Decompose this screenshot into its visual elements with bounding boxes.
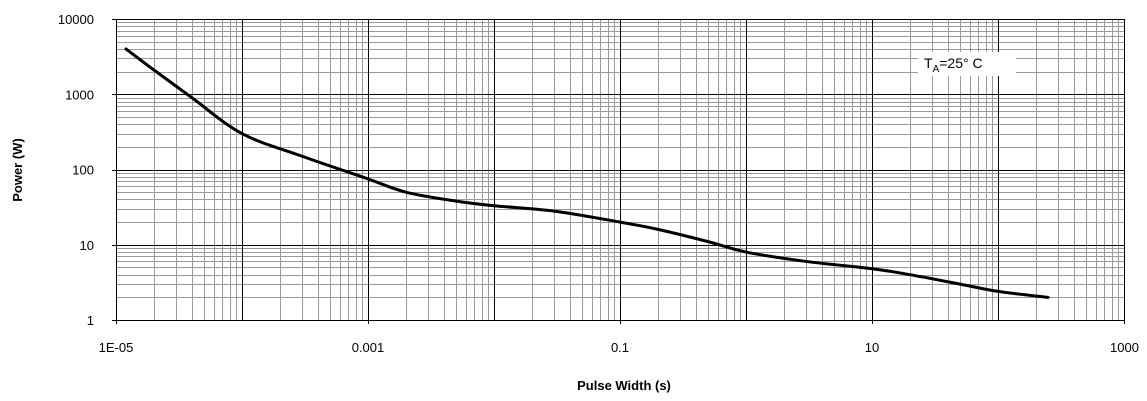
annotation-background [918,52,1016,76]
x-tick-label: 0.001 [352,340,385,355]
y-tick-label: 100 [72,163,94,178]
y-tick-label: 1 [87,313,94,328]
y-tick-label: 10 [80,238,94,253]
x-axis-title: Pulse Width (s) [577,378,671,393]
annotation-rest: =25° C [939,55,982,71]
x-tick-label: 0.1 [611,340,629,355]
x-tick-label: 1000 [1110,340,1139,355]
grid-lines [112,19,1125,324]
y-axis-title: Power (W) [10,138,25,202]
power-curve [124,47,1050,299]
y-tick-label: 1000 [65,87,94,102]
temperature-annotation: TA=25° C [924,55,983,75]
y-tick-label: 10000 [58,12,94,27]
annotation-main: T [924,55,933,71]
annotation-subscript: A [933,64,940,75]
x-tick-label: 10 [865,340,879,355]
tick-labels: 1E-05 0.001 0.1 10 1000 1 10 100 1000 10000 [58,12,1139,355]
x-tick-label: 1E-05 [99,340,134,355]
